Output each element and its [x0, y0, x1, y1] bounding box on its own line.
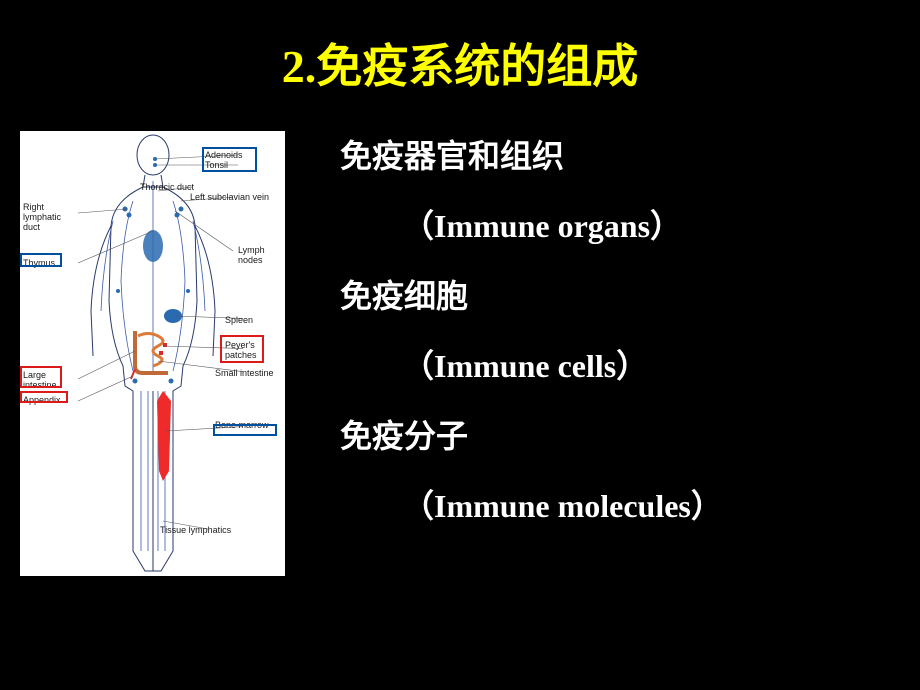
item-cn: 免疫细胞 [340, 271, 900, 317]
list-item: 免疫细胞 （Immune cells） [340, 271, 900, 387]
list-item: 免疫分子 （Immune molecules） [340, 411, 900, 527]
item-en: （Immune organs） [340, 201, 900, 247]
anatomy-highlight-box [213, 424, 277, 436]
anatomy-highlight-box [20, 391, 68, 403]
anatomy-highlight-box [20, 253, 62, 267]
anatomy-highlight-box [20, 366, 62, 388]
anatomy-label: Thoracic duct [140, 183, 194, 193]
list-item: 免疫器官和组织 （Immune organs） [340, 131, 900, 247]
anatomy-label: Spleen [225, 316, 253, 326]
anatomy-diagram: AdenoidsTonsilRightlymphaticductThoracic… [20, 131, 285, 576]
anatomy-highlight-box [220, 335, 264, 363]
anatomy-highlight-box [202, 147, 257, 172]
item-en: （Immune molecules） [340, 481, 900, 527]
anatomy-label: Lymphnodes [238, 246, 265, 266]
anatomy-label: Rightlymphaticduct [23, 203, 61, 233]
diagram-column: AdenoidsTonsilRightlymphaticductThoracic… [20, 116, 300, 576]
anatomy-label: Small intestine [215, 369, 274, 379]
anatomy-label: Tissue lymphatics [160, 526, 231, 536]
item-en: （Immune cells） [340, 341, 900, 387]
anatomy-label: Left subclavian vein [190, 193, 269, 203]
slide-title: 2.免疫系统的组成 [0, 0, 920, 116]
text-column: 免疫器官和组织 （Immune organs） 免疫细胞 （Immune cel… [300, 116, 900, 576]
item-cn: 免疫分子 [340, 411, 900, 457]
item-cn: 免疫器官和组织 [340, 131, 900, 177]
content-area: AdenoidsTonsilRightlymphaticductThoracic… [0, 116, 920, 576]
title-text: 2.免疫系统的组成 [282, 41, 639, 92]
